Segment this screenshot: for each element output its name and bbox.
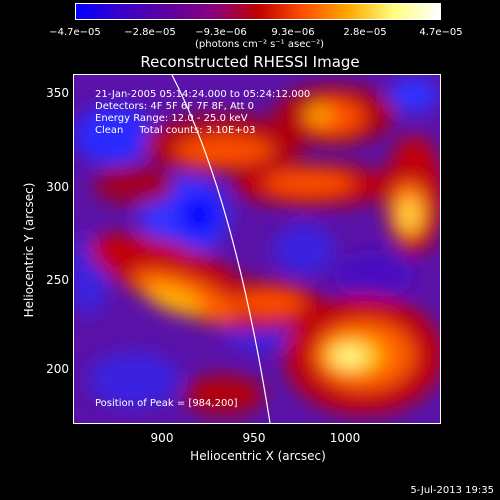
image-title: Reconstructed RHESSI Image (140, 53, 360, 71)
colorbar-tick: 2.8e−05 (343, 27, 387, 38)
annotation-energy-range: Energy Range: 12.0 - 25.0 keV (95, 113, 248, 124)
colorbar-tick: −2.8e−05 (124, 27, 176, 38)
x-axis-label: Heliocentric X (arcsec) (190, 449, 326, 463)
annotation-peak-position: Position of Peak = [984,200] (95, 398, 238, 409)
x-tick-label: 900 (150, 431, 174, 445)
y-tick-label: 300 (46, 180, 69, 194)
image-emission (74, 77, 440, 415)
colorbar-tick: 9.3e−06 (271, 27, 315, 38)
colorbar-tick: 4.7e−05 (419, 27, 463, 38)
rhessi-image-plot (73, 74, 441, 424)
x-tick-label: 1000 (329, 431, 361, 445)
colorbar (75, 3, 441, 20)
annotation-detectors: Detectors: 4F 5F 6F 7F 8F, Att 0 (95, 101, 255, 112)
annotation-clean-counts: Clean Total counts: 3.10E+03 (95, 125, 256, 136)
colorbar-tick: −9.3e−06 (195, 27, 247, 38)
annotation-time-range: 21-Jan-2005 05:14:24.000 to 05:24:12.000 (95, 89, 311, 100)
timestamp: 5-Jul-2013 19:35 (410, 485, 494, 496)
rhessi-image (74, 75, 440, 423)
solar-limb-line (171, 75, 271, 423)
y-tick-label: 200 (46, 362, 69, 376)
y-axis-label: Heliocentric Y (arcsec) (22, 182, 36, 318)
colorbar-tick: −4.7e−05 (49, 27, 101, 38)
colorbar-units: (photons cm⁻² s⁻¹ asec⁻²) (195, 39, 325, 50)
y-tick-label: 350 (46, 86, 69, 100)
x-tick-label: 950 (242, 431, 266, 445)
y-tick-label: 250 (46, 273, 69, 287)
